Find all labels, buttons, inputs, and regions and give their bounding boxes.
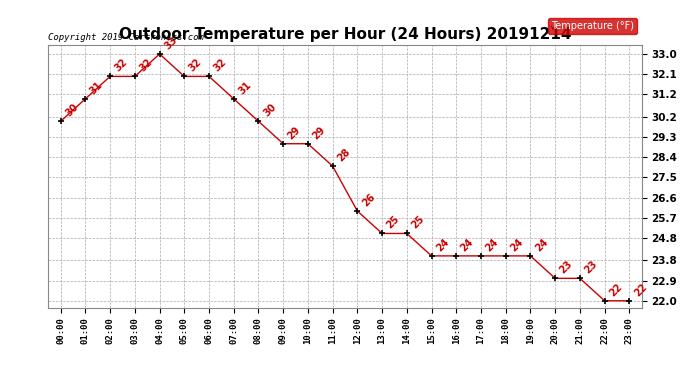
Text: 24: 24 [533,237,550,253]
Legend: Temperature (°F): Temperature (°F) [548,18,637,34]
Text: 22: 22 [632,281,649,298]
Text: 33: 33 [162,34,179,51]
Text: Copyright 2019 Cartronics.com: Copyright 2019 Cartronics.com [48,33,204,42]
Text: 32: 32 [137,57,155,74]
Text: 24: 24 [484,237,500,253]
Text: 24: 24 [434,237,451,253]
Text: 25: 25 [410,214,426,231]
Text: 23: 23 [582,259,600,276]
Text: 31: 31 [237,80,253,96]
Text: 26: 26 [360,192,377,208]
Text: 29: 29 [286,124,303,141]
Text: 28: 28 [335,147,352,164]
Text: 23: 23 [558,259,575,276]
Text: 31: 31 [88,80,105,96]
Text: 24: 24 [509,237,525,253]
Text: 32: 32 [212,57,228,74]
Text: 25: 25 [385,214,402,231]
Text: 30: 30 [262,102,278,118]
Text: 30: 30 [63,102,80,118]
Text: 24: 24 [459,237,475,253]
Text: 32: 32 [113,57,130,74]
Title: Outdoor Temperature per Hour (24 Hours) 20191214: Outdoor Temperature per Hour (24 Hours) … [119,27,571,42]
Text: 29: 29 [310,124,327,141]
Text: 32: 32 [187,57,204,74]
Text: 22: 22 [607,281,624,298]
